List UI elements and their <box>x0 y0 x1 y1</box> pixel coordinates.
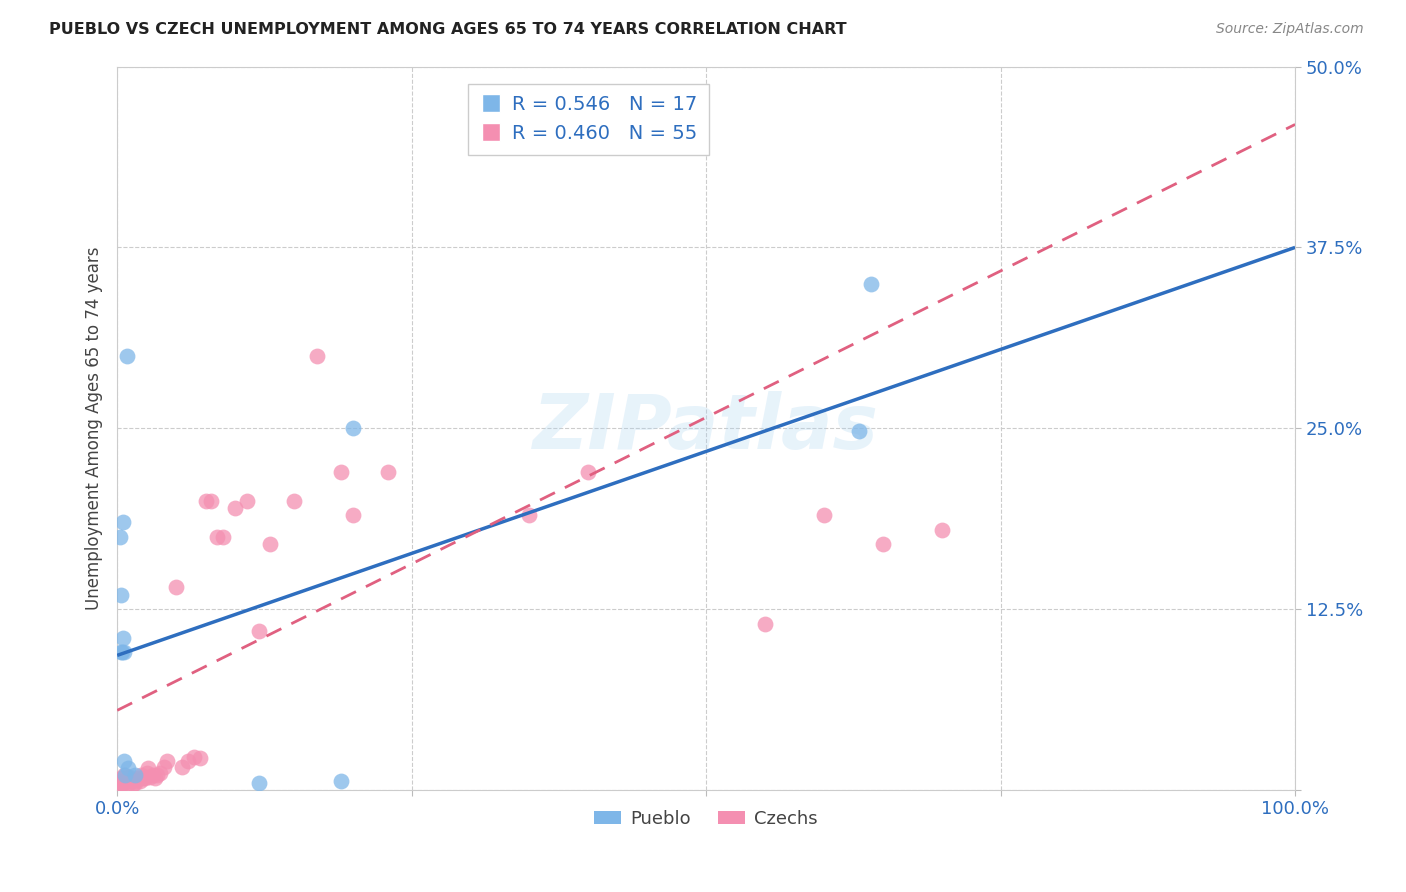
Point <box>111 645 134 659</box>
Point <box>165 581 187 595</box>
Point <box>143 772 166 786</box>
Point <box>108 530 131 544</box>
Point <box>183 749 205 764</box>
Point <box>848 424 870 438</box>
Point <box>110 588 132 602</box>
Point <box>200 493 222 508</box>
Point <box>813 508 835 522</box>
Point <box>754 616 776 631</box>
Point <box>149 765 172 780</box>
Point <box>118 770 141 784</box>
Point <box>146 768 169 782</box>
Point <box>128 774 150 789</box>
Point <box>170 760 193 774</box>
Point <box>135 765 157 780</box>
Text: Source: ZipAtlas.com: Source: ZipAtlas.com <box>1216 22 1364 37</box>
Point <box>134 772 156 786</box>
Point <box>112 775 135 789</box>
Point <box>117 772 139 786</box>
Y-axis label: Unemployment Among Ages 65 to 74 years: Unemployment Among Ages 65 to 74 years <box>86 246 103 610</box>
Point <box>120 774 142 789</box>
Point <box>860 277 883 291</box>
Point <box>872 537 894 551</box>
Point <box>141 768 163 782</box>
Point <box>207 530 229 544</box>
Point <box>111 777 134 791</box>
Point <box>153 760 176 774</box>
Point <box>194 493 217 508</box>
Point <box>307 349 329 363</box>
Point <box>110 772 132 786</box>
Point <box>330 465 353 479</box>
Point <box>224 500 246 515</box>
Point <box>112 631 135 645</box>
Point <box>117 761 139 775</box>
Point <box>112 774 135 789</box>
Point <box>259 537 281 551</box>
Point <box>136 761 159 775</box>
Point <box>342 421 364 435</box>
Point <box>112 774 135 789</box>
Text: PUEBLO VS CZECH UNEMPLOYMENT AMONG AGES 65 TO 74 YEARS CORRELATION CHART: PUEBLO VS CZECH UNEMPLOYMENT AMONG AGES … <box>49 22 846 37</box>
Point <box>247 775 270 789</box>
Point <box>188 751 211 765</box>
Point <box>236 493 259 508</box>
Point <box>156 754 179 768</box>
Point <box>247 624 270 638</box>
Point <box>124 775 146 789</box>
Text: ZIPatlas: ZIPatlas <box>533 392 879 466</box>
Point <box>121 777 143 791</box>
Point <box>342 508 364 522</box>
Point <box>127 772 149 786</box>
Point <box>118 775 141 789</box>
Point <box>377 465 399 479</box>
Point <box>112 516 135 530</box>
Point <box>212 530 235 544</box>
Point <box>129 768 152 782</box>
Point <box>125 772 148 787</box>
Point <box>114 772 136 787</box>
Point <box>519 508 541 522</box>
Point <box>114 768 136 782</box>
Point <box>330 774 353 789</box>
Point <box>139 770 162 784</box>
Point <box>112 645 135 659</box>
Legend: Pueblo, Czechs: Pueblo, Czechs <box>588 803 825 835</box>
Point <box>931 523 953 537</box>
Point <box>177 754 200 768</box>
Point <box>108 775 131 789</box>
Point <box>115 349 138 363</box>
Point <box>110 645 132 659</box>
Point <box>115 774 138 789</box>
Point <box>124 768 146 782</box>
Point <box>110 775 132 789</box>
Point <box>576 465 599 479</box>
Point <box>283 493 305 508</box>
Point <box>112 768 135 782</box>
Point <box>132 772 155 786</box>
Point <box>112 754 135 768</box>
